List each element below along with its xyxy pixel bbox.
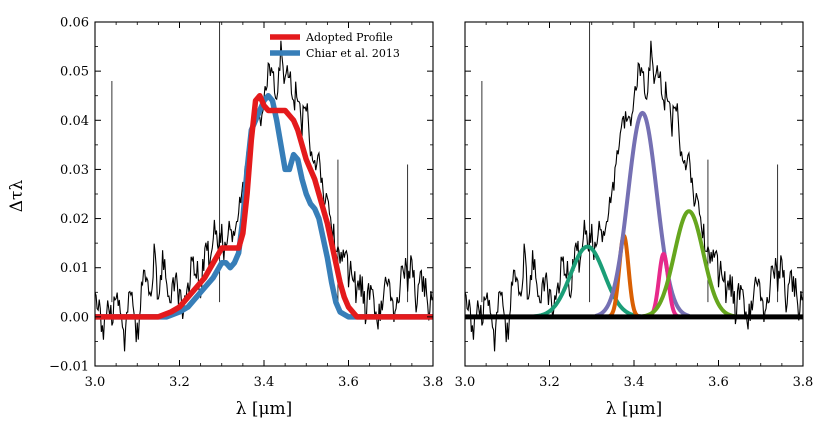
- right-panel: 3.0 3.2 3.4 3.6 3.8: [455, 21, 814, 390]
- y-tick-label: 0.04: [60, 114, 89, 129]
- gaussian-component-5: [640, 209, 737, 319]
- y-tick-label: 0.01: [60, 261, 89, 276]
- x-tick-label: 3.8: [793, 375, 814, 390]
- gaussian-component-3: [594, 110, 691, 318]
- left-panel: 3.0 3.2 3.4 3.6 3.8 −0.01 0.00 0.01 0.02 0.03 0.04…: [49, 16, 443, 391]
- x-tick-label: 3.2: [169, 375, 190, 390]
- y-axis-label: Δτλ: [7, 180, 27, 213]
- x-tick-label: 3.0: [455, 375, 476, 390]
- y-tick-label: 0.05: [60, 65, 89, 80]
- series-adopted-profile: [95, 92, 433, 320]
- y-tick-label: 0.03: [60, 163, 89, 178]
- x-tick-label: 3.6: [338, 375, 359, 390]
- gaussian-component-1: [531, 244, 644, 319]
- legend: Adopted Profile Chiar et al. 2013: [270, 31, 400, 60]
- y-tick-label: 0.02: [60, 212, 89, 227]
- x-tick-label: 3.6: [708, 375, 729, 390]
- y-tick-label: 0.00: [60, 310, 89, 325]
- plot-frame: [464, 21, 804, 367]
- x-axis-label-right: λ [μm]: [606, 399, 663, 419]
- series-chiar-2013: [95, 92, 433, 320]
- x-tick-label: 3.2: [539, 375, 560, 390]
- legend-label: Chiar et al. 2013: [306, 47, 400, 60]
- x-tick-label: 3.0: [85, 375, 106, 390]
- x-tick-label: 3.4: [254, 375, 275, 390]
- y-tick-label: 0.06: [60, 16, 89, 31]
- x-tick-label: 3.4: [624, 375, 645, 390]
- plot-frame: [94, 21, 434, 367]
- legend-label: Adopted Profile: [305, 31, 393, 44]
- observed-spectrum: [95, 40, 433, 352]
- y-tick-label: −0.01: [49, 360, 89, 375]
- x-axis-label-left: λ [μm]: [236, 399, 293, 419]
- gaussian-component-2: [606, 233, 641, 319]
- x-tick-label: 3.8: [423, 375, 444, 390]
